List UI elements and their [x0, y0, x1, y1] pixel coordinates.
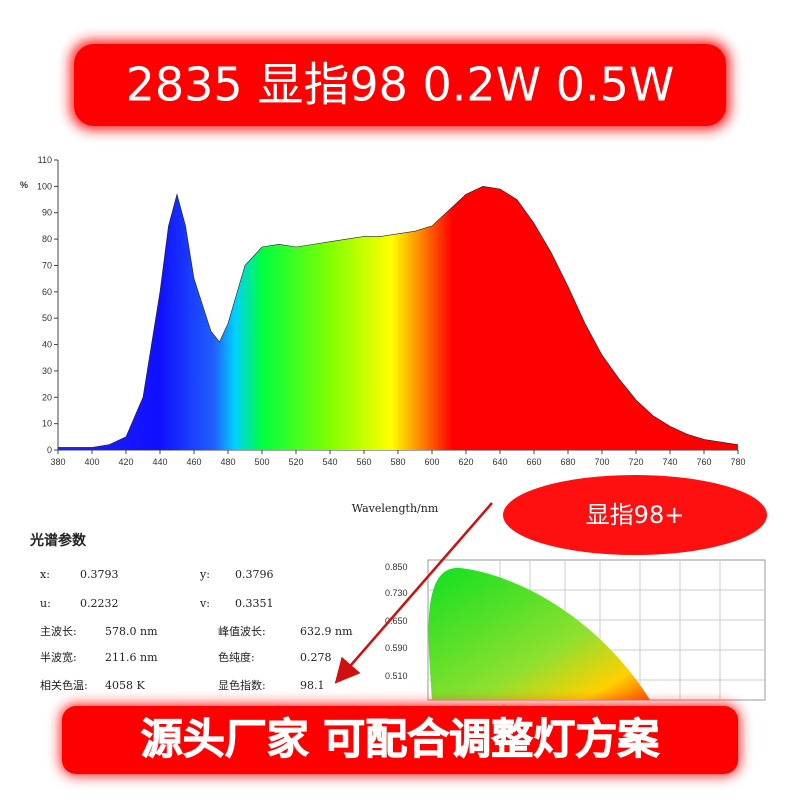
param-label: 半波宽: [40, 650, 77, 664]
x-tick-label: 580 [390, 457, 405, 467]
param-label: 主波长: [40, 625, 77, 638]
x-tick-label: 440 [152, 457, 167, 467]
param-label: 色纯度: [218, 650, 255, 664]
param-label: x: [40, 568, 50, 581]
y-tick-label: 10 [42, 419, 52, 429]
x-tick-label: 460 [186, 457, 201, 467]
param-label: 峰值波长: [218, 625, 266, 638]
x-tick-label: 760 [696, 457, 711, 467]
banner [74, 44, 726, 126]
cie-tick-label: 0.650 [385, 616, 408, 626]
y-tick-label: 60 [42, 287, 52, 297]
param-value: 0.3796 [235, 568, 274, 581]
y-tick-label: 30 [42, 366, 52, 376]
y-tick-label: 100 [37, 181, 52, 191]
callout-bubble [503, 475, 767, 555]
x-tick-label: 540 [322, 457, 337, 467]
y-tick-label: 110 [38, 155, 52, 165]
x-tick-label: 380 [50, 457, 65, 467]
cie-gamut [428, 567, 650, 700]
y-tick-label: 40 [42, 340, 52, 350]
x-tick-label: 700 [594, 457, 609, 467]
cie-tick-label: 0.590 [385, 643, 408, 653]
x-tick-label: 640 [492, 457, 507, 467]
spectrum-area [58, 186, 738, 450]
param-value: 0.278 [300, 651, 332, 664]
param-label: 显色指数: [218, 678, 266, 692]
cie-tick-label: 0.850 [385, 562, 408, 572]
y-tick-label: 70 [42, 260, 52, 270]
x-tick-label: 740 [662, 457, 677, 467]
param-label: v: [199, 597, 210, 610]
title: 2835 显指98 0.2W 0.5W [126, 58, 675, 112]
param-label: u: [40, 597, 51, 610]
x-tick-label: 400 [84, 457, 99, 467]
x-tick-label: 660 [526, 457, 541, 467]
param-label: 相关色温: [40, 678, 88, 692]
y-tick-label: 20 [42, 392, 52, 402]
params-title: 光谱参数 [29, 532, 87, 549]
x-tick-label: 420 [118, 457, 133, 467]
footer-banner [62, 706, 738, 774]
y-tick-label: 90 [42, 208, 52, 218]
x-tick-label: 600 [424, 457, 439, 467]
param-value: 0.3793 [80, 568, 119, 581]
param-label: y: [199, 568, 210, 581]
param-value: 0.2232 [80, 597, 119, 610]
spectrum-line [58, 186, 739, 448]
x-tick-label: 520 [288, 457, 303, 467]
param-value: 98.1 [300, 679, 325, 692]
x-axis-label: Wavelength/nm [352, 502, 439, 515]
spectrum-chart: 0 10 20 30 40 50 60 70 80 90 100 110 380 400 420 440 460… [37, 155, 746, 467]
params-table: x: 0.3793 y: 0.3796 u: 0.2232 v: 0.3351 主波长: 578.… [40, 568, 353, 692]
callout-arrow [334, 502, 493, 684]
y-axis-label: % [20, 180, 28, 190]
footer-text: 源头厂家 可配合调整灯方案 [141, 715, 661, 764]
cie-tick-label: 0.730 [385, 588, 408, 598]
param-value: 578.0 nm [105, 625, 158, 638]
cie-tick-label: 0.510 [385, 671, 408, 681]
cie-ticks: 0.850 0.730 0.650 0.590 0.510 [385, 562, 408, 681]
x-tick-label: 680 [560, 457, 575, 467]
callout-text: 显指98+ [586, 501, 685, 529]
y-tick-label: 0 [47, 445, 52, 455]
x-tick-label: 480 [220, 457, 235, 467]
y-tick-label: 50 [42, 313, 52, 323]
param-value: 632.9 nm [300, 625, 353, 638]
y-tick-label: 80 [42, 234, 52, 244]
param-value: 0.3351 [235, 597, 274, 610]
param-value: 4058 K [105, 679, 145, 692]
x-tick-label: 560 [356, 457, 371, 467]
x-tick-label: 620 [458, 457, 473, 467]
param-value: 211.6 nm [105, 651, 158, 664]
x-tick-label: 500 [254, 457, 269, 467]
x-tick-label: 780 [730, 457, 745, 467]
x-tick-label: 720 [628, 457, 643, 467]
